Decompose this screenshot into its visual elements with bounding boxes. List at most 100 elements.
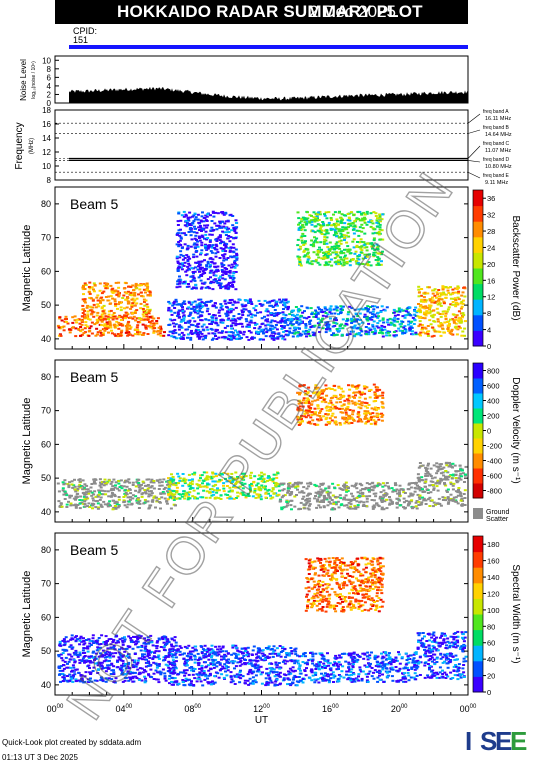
power-cell-1 bbox=[82, 285, 85, 287]
power-cell-6 bbox=[228, 275, 231, 277]
velocity-cell-4 bbox=[452, 483, 455, 485]
velocity-cell-0 bbox=[112, 508, 115, 510]
freq-ytick-label: 16 bbox=[42, 120, 51, 129]
power-cell-6 bbox=[179, 250, 182, 252]
power-cell-1 bbox=[113, 298, 116, 300]
power-cell-5 bbox=[419, 320, 422, 322]
power-cell-4 bbox=[307, 256, 310, 258]
power-cell-4 bbox=[324, 264, 327, 266]
power-cell-6 bbox=[190, 234, 193, 236]
power-cell-2 bbox=[206, 329, 209, 331]
velocity-cell-1 bbox=[198, 480, 201, 482]
power-cell-2 bbox=[248, 330, 251, 332]
velocity-cell-3 bbox=[334, 416, 337, 418]
width-cell-0 bbox=[149, 669, 152, 671]
power-cell-3 bbox=[382, 336, 385, 338]
power-colorbar-tick-label: 24 bbox=[487, 243, 495, 252]
power-cell-1 bbox=[102, 310, 105, 312]
power-cell-2 bbox=[281, 319, 284, 321]
velocity-cell-1 bbox=[188, 474, 191, 476]
power-cell-0 bbox=[163, 331, 166, 333]
power-cell-2 bbox=[235, 307, 238, 309]
power-cell-2 bbox=[194, 332, 197, 334]
velocity-cell-3 bbox=[346, 398, 349, 400]
power-cell-1 bbox=[148, 310, 151, 312]
power-cell-2 bbox=[283, 325, 286, 327]
power-cell-6 bbox=[180, 232, 183, 234]
power-cell-4 bbox=[337, 254, 340, 256]
velocity-cell-0 bbox=[134, 490, 137, 492]
velocity-cell-0 bbox=[71, 484, 74, 486]
velocity-cell-0 bbox=[103, 484, 106, 486]
power-cell-0 bbox=[119, 335, 122, 337]
power-cell-6 bbox=[176, 256, 179, 258]
power-cell-6 bbox=[212, 244, 215, 246]
power-cell-4 bbox=[313, 241, 316, 243]
power-cell-4 bbox=[334, 257, 337, 259]
power-cell-1 bbox=[135, 284, 138, 286]
power-cell-0 bbox=[63, 326, 66, 328]
velocity-cell-3 bbox=[325, 418, 328, 420]
power-cell-3 bbox=[413, 323, 416, 325]
power-cell-4 bbox=[350, 252, 353, 254]
power-cell-6 bbox=[221, 212, 224, 214]
velocity-cell-0 bbox=[72, 504, 75, 506]
power-cell-5 bbox=[437, 325, 440, 327]
velocity-cell-1 bbox=[270, 490, 273, 492]
power-cell-6 bbox=[180, 238, 183, 240]
power-cell-0 bbox=[63, 329, 66, 331]
power-cell-3 bbox=[403, 332, 406, 334]
velocity-cell-2 bbox=[279, 500, 282, 502]
velocity-cell-0 bbox=[163, 493, 166, 495]
power-cell-5 bbox=[461, 316, 464, 318]
velocity-cell-1 bbox=[178, 493, 181, 495]
velocity-cell-4 bbox=[418, 479, 421, 481]
power-cell-1 bbox=[87, 318, 90, 320]
power-cell-2 bbox=[248, 311, 251, 313]
velocity-cell-3 bbox=[373, 416, 376, 418]
power-cell-4 bbox=[330, 219, 333, 221]
power-cell-6 bbox=[187, 259, 190, 261]
power-cell-4 bbox=[329, 242, 332, 244]
power-cell-2 bbox=[206, 308, 209, 310]
power-cell-6 bbox=[220, 241, 223, 243]
power-cell-6 bbox=[198, 276, 201, 278]
velocity-cell-2 bbox=[357, 504, 360, 506]
power-cell-6 bbox=[234, 267, 237, 269]
power-cell-4 bbox=[304, 240, 307, 242]
velocity-cell-4 bbox=[418, 477, 421, 479]
velocity-cell-2 bbox=[409, 494, 412, 496]
velocity-cell-4 bbox=[426, 465, 429, 467]
power-cell-1 bbox=[146, 315, 149, 317]
velocity-cell-2 bbox=[313, 497, 316, 499]
power-cell-3 bbox=[301, 312, 304, 314]
power-cell-0 bbox=[91, 333, 94, 335]
power-cell-1 bbox=[137, 293, 140, 295]
power-cell-6 bbox=[232, 243, 235, 245]
power-cell-6 bbox=[187, 283, 190, 285]
power-cell-5 bbox=[456, 314, 459, 316]
velocity-cell-3 bbox=[338, 408, 341, 410]
power-cell-2 bbox=[212, 304, 215, 306]
velocity-cell-0 bbox=[148, 493, 151, 495]
power-cell-2 bbox=[172, 322, 175, 324]
power-cell-0 bbox=[129, 328, 132, 330]
power-cell-2 bbox=[204, 318, 207, 320]
power-cell-4 bbox=[303, 235, 306, 237]
power-cell-6 bbox=[221, 274, 224, 276]
velocity-cell-2 bbox=[385, 499, 388, 501]
power-cell-2 bbox=[171, 319, 174, 321]
power-cell-1 bbox=[131, 318, 134, 320]
power-cell-6 bbox=[223, 248, 226, 250]
power-cell-6 bbox=[217, 282, 220, 284]
power-colorbar-tick-label: 36 bbox=[487, 194, 495, 203]
power-cell-6 bbox=[184, 243, 187, 245]
power-cell-1 bbox=[144, 292, 147, 294]
power-cell-0 bbox=[105, 328, 108, 330]
power-cell-5 bbox=[425, 315, 428, 317]
velocity-cell-0 bbox=[152, 480, 155, 482]
velocity-cell-0 bbox=[107, 503, 110, 505]
power-cell-4 bbox=[352, 214, 355, 216]
velocity-cell-1 bbox=[185, 492, 188, 494]
velocity-cell-4 bbox=[422, 490, 425, 492]
